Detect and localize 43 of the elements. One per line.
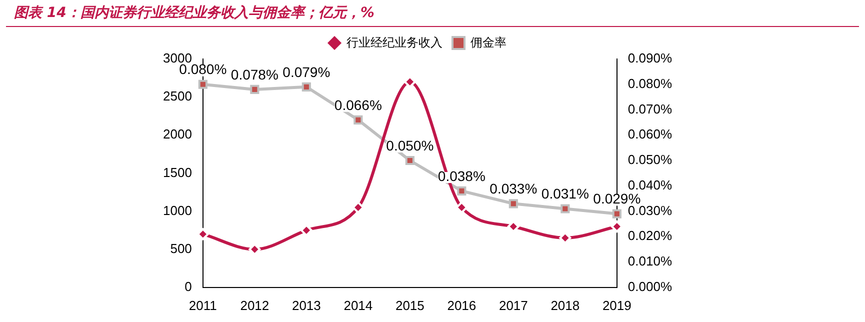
y-tick-label: 2000: [163, 126, 192, 142]
y2-tick-label: 0.080%: [628, 76, 672, 91]
x-tick-label: 2013: [292, 298, 321, 313]
y2-tick-label: 0.070%: [628, 101, 672, 116]
data-label: 0.079%: [282, 64, 330, 80]
x-tick-label: 2016: [447, 298, 476, 313]
data-label: 0.038%: [438, 168, 486, 184]
y2-tick-label: 0.090%: [628, 50, 672, 66]
chart-title: 图表 14：国内证券行业经纪业务收入与佣金率；亿元，%: [6, 0, 859, 27]
point: [560, 204, 570, 214]
point: [508, 199, 518, 208]
y-tick-label: 1000: [163, 202, 192, 218]
data-label: 0.031%: [541, 186, 589, 202]
point: [250, 84, 260, 94]
legend-label: 佣金率: [470, 35, 506, 50]
y2-tick-label: 0.060%: [628, 126, 672, 142]
x-tick-label: 2017: [498, 298, 528, 313]
point: [198, 80, 208, 89]
y2-tick-label: 0.020%: [628, 228, 672, 244]
x-tick-label: 2014: [344, 298, 373, 313]
data-label: 0.050%: [386, 137, 434, 154]
y-tick-label: 0: [184, 278, 192, 294]
y-tick-label: 500: [170, 240, 192, 256]
point: [302, 82, 311, 92]
x-tick-label: 2018: [550, 298, 580, 313]
point: [612, 209, 622, 218]
x-tick-label: 2015: [395, 298, 424, 313]
y2-tick-label: 0.050%: [628, 152, 672, 168]
y-tick-label: 2500: [163, 88, 192, 104]
y2-tick-label: 0.000%: [628, 278, 672, 294]
x-tick-label: 2011: [188, 298, 217, 313]
data-label: 0.066%: [334, 96, 382, 113]
y2-tick-label: 0.040%: [628, 177, 672, 192]
y-tick-label: 1500: [163, 164, 192, 180]
point: [405, 156, 414, 166]
point: [457, 186, 466, 196]
x-tick-label: 2019: [602, 298, 632, 313]
y2-tick-label: 0.010%: [628, 254, 672, 269]
data-label: 0.033%: [490, 180, 538, 197]
data-label: 0.078%: [230, 66, 278, 82]
point: [354, 115, 363, 124]
x-tick-label: 2012: [240, 298, 270, 313]
legend-label: 行业经纪业务收入: [346, 35, 442, 50]
